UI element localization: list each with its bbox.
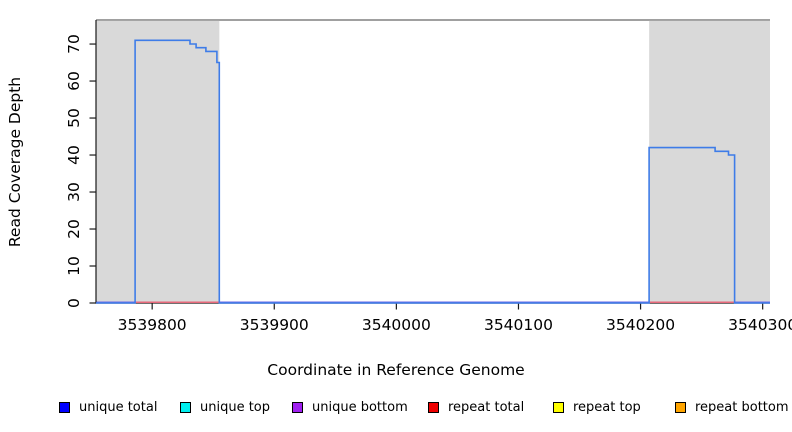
x-tick-label: 3539900	[240, 316, 309, 334]
x-tick-label: 3540200	[606, 316, 675, 334]
legend-item-label: unique bottom	[312, 399, 408, 415]
repeat-total-swatch-icon	[428, 401, 439, 413]
legend-item-label: unique total	[79, 399, 158, 415]
y-tick-label: 60	[65, 71, 83, 91]
legend-item-label: repeat top	[573, 399, 641, 415]
x-tick-label: 3540100	[484, 316, 553, 334]
legend-item-label: unique top	[200, 399, 271, 415]
legend-item-unique-bottom: unique bottom	[292, 399, 408, 415]
legend-item-label: repeat total	[448, 399, 525, 415]
coverage-plot-canvas: 3539800 3539900 3540000 3540100 3540200 35403…	[65, 19, 792, 334]
unique-bottom-swatch-icon	[292, 401, 303, 413]
repeat-region-shade	[649, 20, 770, 303]
y-tick-label: 70	[65, 34, 83, 54]
legend-item-unique-top: unique top	[180, 399, 270, 415]
y-tick-label: 40	[65, 145, 83, 165]
x-axis-title: Coordinate in Reference Genome	[267, 361, 525, 379]
y-tick-label: 10	[65, 256, 83, 276]
x-tick-label: 3540000	[362, 316, 431, 334]
y-tick-label: 50	[65, 108, 83, 128]
y-tick-label: 30	[65, 182, 83, 202]
x-tick-label: 3539800	[118, 316, 187, 334]
legend-item-repeat-total: repeat total	[428, 399, 524, 415]
unique-top-swatch-icon	[180, 401, 191, 413]
unique-total-coverage-line	[96, 39, 770, 304]
legend: unique total unique top unique bottom re…	[0, 399, 792, 419]
legend-item-repeat-bottom: repeat bottom	[675, 399, 789, 415]
y-tick-label: 0	[65, 298, 83, 308]
unique-total-swatch-icon	[59, 401, 70, 413]
legend-item-repeat-top: repeat top	[553, 399, 641, 415]
repeat-top-swatch-icon	[553, 401, 564, 413]
repeat-region-shade	[96, 20, 220, 303]
y-tick-label: 20	[65, 219, 83, 239]
legend-item-unique-total: unique total	[59, 399, 157, 415]
y-axis-title: Read Coverage Depth	[6, 76, 24, 248]
repeat-bottom-swatch-icon	[675, 401, 686, 413]
x-tick-label: 3540300	[728, 316, 792, 334]
legend-item-label: repeat bottom	[695, 399, 789, 415]
